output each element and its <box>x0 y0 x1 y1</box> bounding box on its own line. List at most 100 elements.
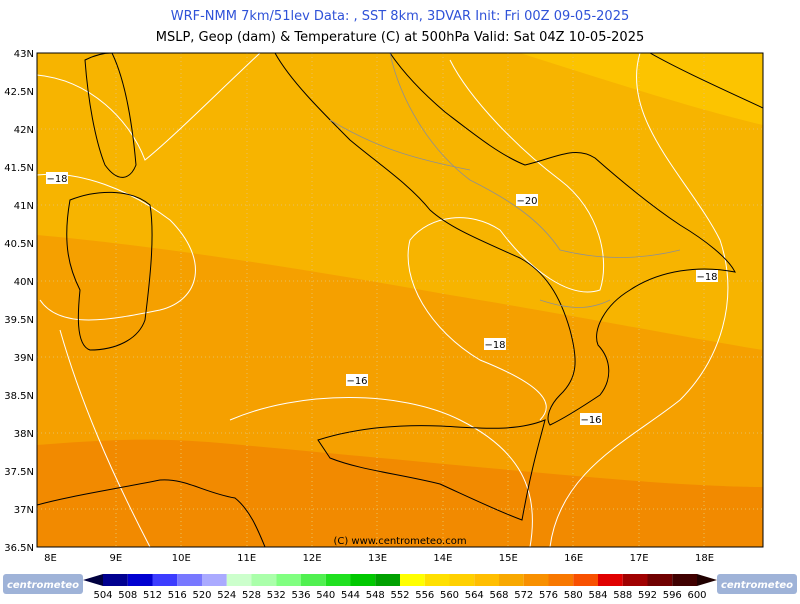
colorbar-label: 512 <box>143 590 162 600</box>
colorbar-label: 516 <box>168 590 187 600</box>
lat-label: 37N <box>14 505 34 516</box>
colorbar-box <box>152 574 178 586</box>
lon-label: 9E <box>110 553 123 564</box>
colorbar-label: 584 <box>588 590 607 600</box>
colorbar-box <box>202 574 227 586</box>
lat-label: 36.5N <box>4 543 34 554</box>
colorbar-box <box>672 574 697 586</box>
lon-label: 8E <box>44 553 57 564</box>
colorbar-label: 560 <box>440 590 459 600</box>
colorbar-label: 504 <box>93 590 112 600</box>
lat-label: 43N <box>14 49 34 60</box>
lat-label: 40.5N <box>4 239 34 250</box>
lat-label: 38.5N <box>4 391 34 402</box>
colorbar-box <box>573 574 598 586</box>
colorbar-arrow-right <box>697 574 717 586</box>
colorbar-label: 596 <box>663 590 682 600</box>
colorbar-box <box>622 574 648 586</box>
colorbar-box <box>375 574 400 586</box>
colorbar-label: 576 <box>539 590 558 600</box>
colorbar-box <box>103 574 128 586</box>
colorbar-box <box>301 574 326 586</box>
colorbar-label: 528 <box>242 590 261 600</box>
lat-label: 38N <box>14 429 34 440</box>
lon-label: 11E <box>237 553 256 564</box>
colorbar: 504 508 512 516 520 524 528 532 536 540 544 548 552 5… <box>93 574 707 601</box>
colorbar-label: 588 <box>613 590 632 600</box>
colorbar-label: 536 <box>291 590 310 600</box>
colorbar-label: 532 <box>267 590 286 600</box>
contour-label: −18 <box>46 174 67 185</box>
contours <box>37 53 729 547</box>
title-line-1: WRF-NMM 7km/51lev Data: , SST 8km, 3DVAR… <box>171 9 630 24</box>
lat-label: 42N <box>14 125 34 136</box>
lon-label: 10E <box>172 553 191 564</box>
colorbar-label: 564 <box>465 590 484 600</box>
contour-label-box <box>346 374 368 386</box>
contour-label-box <box>580 413 602 425</box>
lat-label: 41N <box>14 201 34 212</box>
contour-label: −20 <box>516 196 537 207</box>
contour-label-box <box>484 338 506 350</box>
lat-label: 37.5N <box>4 467 34 478</box>
colorbar-label: 548 <box>366 590 385 600</box>
colorbar-box <box>424 574 450 586</box>
colorbar-box <box>523 574 549 586</box>
colorbar-box <box>325 574 351 586</box>
colorbar-box <box>350 574 376 586</box>
colorbar-label: 508 <box>118 590 137 600</box>
colorbar-box <box>449 574 475 586</box>
lon-label: 16E <box>564 553 583 564</box>
contour-labels: −18 −20 −18 −18 −16 −16 <box>46 172 718 426</box>
contour-label-box <box>46 172 68 184</box>
colorbar-label: 544 <box>341 590 360 600</box>
colorbar-box <box>499 574 524 586</box>
colorbar-label: 552 <box>390 590 409 600</box>
map-frame <box>36 52 764 548</box>
logo-right: centrometeo <box>721 580 793 591</box>
lon-label: 18E <box>695 553 714 564</box>
graticule <box>37 53 763 547</box>
lon-label: 14E <box>433 553 452 564</box>
colorbar-label: 600 <box>687 590 706 600</box>
colorbar-label: 556 <box>415 590 434 600</box>
coastlines <box>37 53 763 547</box>
colorbar-box <box>598 574 623 586</box>
lon-label: 15E <box>499 553 518 564</box>
colorbar-label: 572 <box>514 590 533 600</box>
colorbar-label: 580 <box>564 590 583 600</box>
colorbar-box <box>251 574 277 586</box>
title-line-2: MSLP, Geop (dam) & Temperature (C) at 50… <box>156 30 645 45</box>
lat-label: 40N <box>14 277 34 288</box>
colorbar-box <box>647 574 673 586</box>
colorbar-box <box>226 574 252 586</box>
contour-label: −18 <box>696 272 717 283</box>
colorbar-label: 540 <box>316 590 335 600</box>
borders <box>329 53 681 308</box>
colorbar-box <box>177 574 202 586</box>
contour-label: −16 <box>580 415 601 426</box>
colorbar-box <box>276 574 301 586</box>
credit: (C) www.centrometeo.com <box>333 536 466 547</box>
map-axes: 43N 42.5N 42N 41.5N 41N 40.5N 40N 39.5N 39N 38.5N… <box>4 49 714 564</box>
colorbar-label: 520 <box>192 590 211 600</box>
logo-left: centrometeo <box>7 580 79 591</box>
field-band <box>520 53 763 125</box>
colorbar-label: 592 <box>638 590 657 600</box>
lat-label: 39.5N <box>4 315 34 326</box>
lat-label: 42.5N <box>4 87 34 98</box>
colorbar-box <box>400 574 425 586</box>
field-band <box>37 439 763 547</box>
contour-label-box <box>516 194 538 206</box>
colorbar-arrow-left <box>83 574 103 586</box>
logo-left-box <box>3 574 83 594</box>
lat-label: 39N <box>14 353 34 364</box>
lon-label: 12E <box>303 553 322 564</box>
map-area <box>36 52 764 548</box>
lon-label: 17E <box>630 553 649 564</box>
logo-right-box <box>717 574 797 594</box>
contour-label: −18 <box>484 340 505 351</box>
colorbar-box <box>127 574 153 586</box>
colorbar-box <box>474 574 499 586</box>
